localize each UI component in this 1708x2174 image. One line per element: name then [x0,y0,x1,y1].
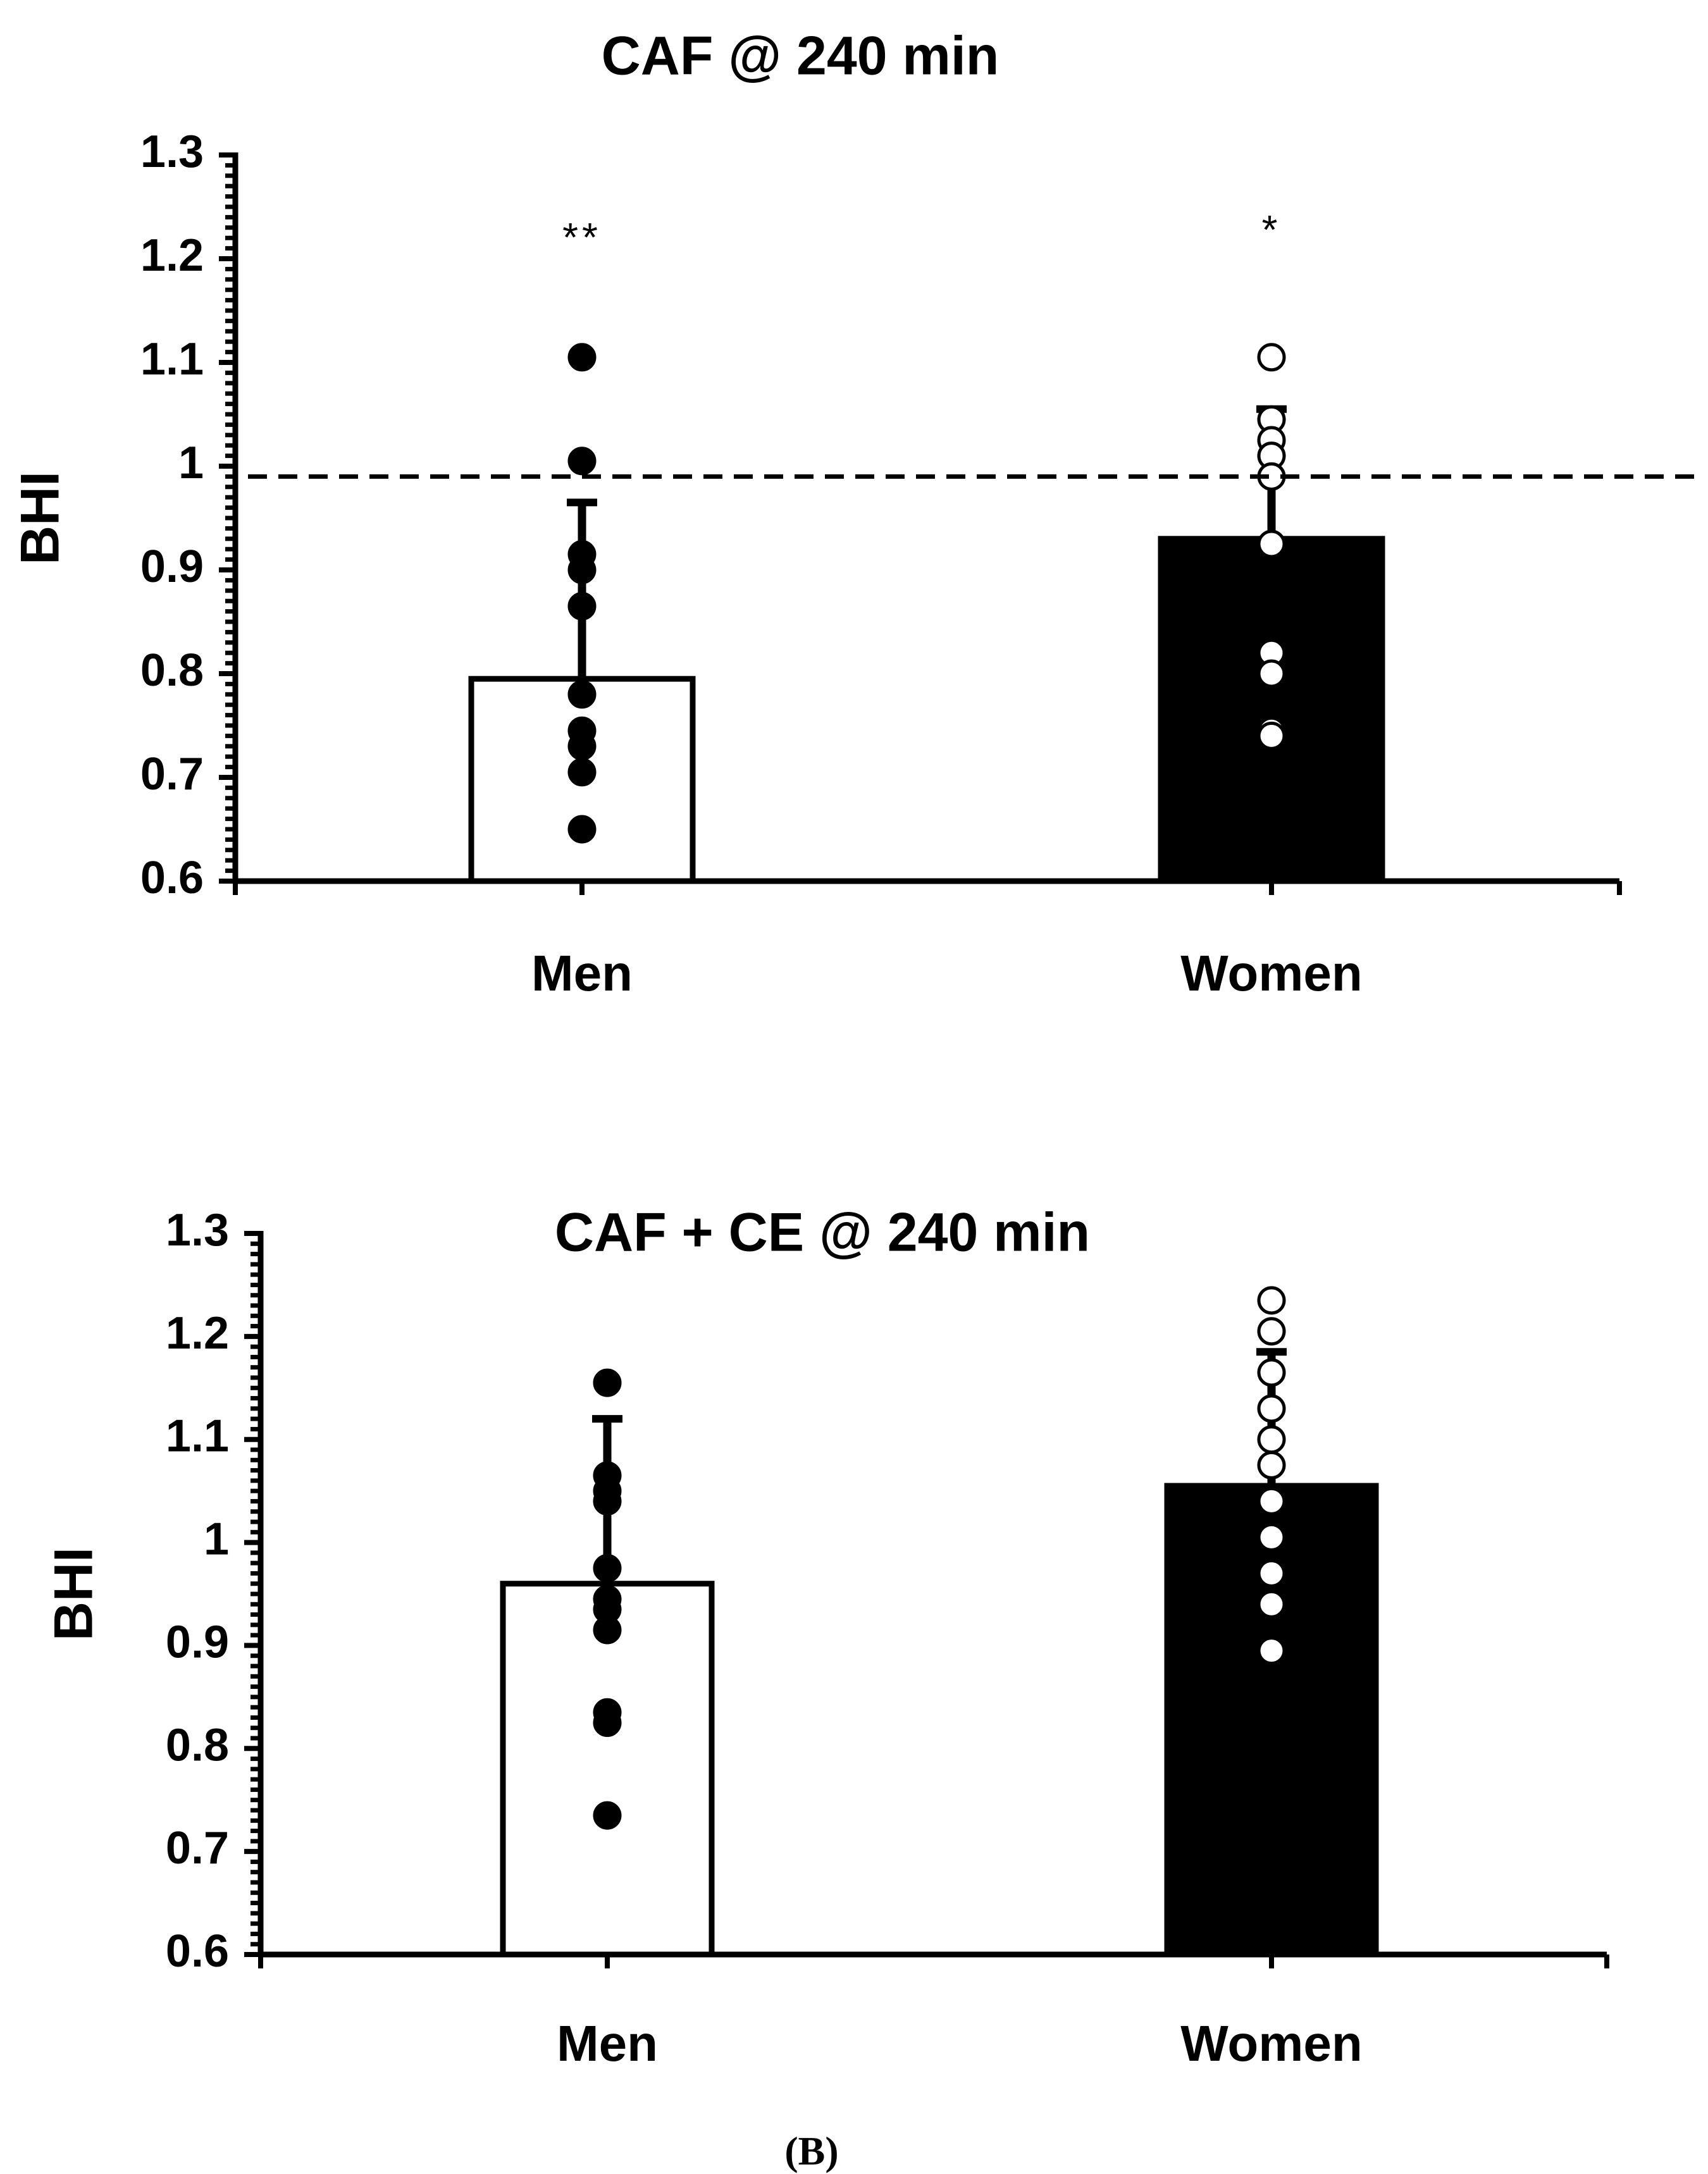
data-point-men [593,1801,622,1830]
significance-marker: * [1262,207,1282,252]
data-point-men [593,1486,622,1516]
data-point-men [593,1615,622,1645]
data-point-men [567,555,597,584]
bar-women [1158,536,1385,884]
y-tick-label: 0.9 [166,1617,229,1667]
bar-women [1164,1483,1379,1958]
data-point-men [567,447,597,476]
y-tick-label: 1.1 [166,1411,229,1462]
y-axis-title: BHI [10,471,71,565]
y-axis-title: BHI [44,1547,104,1641]
data-point-women [1257,721,1286,750]
chart-title: CAF @ 240 min [602,26,999,87]
data-point-women [1257,529,1286,559]
data-point-men [593,1368,622,1397]
chart-caf-240: CAF @ 240 min BHI 0.6 0.7 0.8 0.9 1 1.1 1.2 1.3 Me… [10,26,1702,1001]
y-tick-label: 1.3 [166,1205,229,1256]
y-tick-label: 0.8 [166,1720,229,1770]
y-tick-label: 0.7 [140,749,204,800]
data-point-women [1257,1486,1286,1516]
y-tick-label: 0.6 [140,853,204,903]
x-category-label: Women [1180,2015,1362,2072]
data-point-women [1257,1522,1286,1552]
chart-caf-ce-240: CAF + CE @ 240 min BHI 0.6 0.7 0.8 0.9 1 1.1 1.2… [44,1202,1609,2072]
y-tick-label: 1.3 [140,127,204,177]
y-tick-label: 1.2 [140,230,204,281]
data-point-men [567,680,597,709]
data-point-women [1257,1590,1286,1619]
y-tick-label: 0.8 [140,645,204,696]
data-point-men [593,1553,622,1583]
y-tick-label: 1.1 [140,334,204,385]
data-point-women [1257,343,1286,372]
data-point-men [567,758,597,787]
y-tick-label: 0.7 [166,1823,229,1874]
data-point-men [567,591,597,621]
y-tick-label: 0.6 [166,1926,229,1977]
data-point-men [593,1708,622,1738]
x-category-label: Men [557,2015,658,2072]
y-tick-label: 1 [204,1514,229,1565]
y-tick-label: 1 [178,438,204,488]
data-point-women [1257,1559,1286,1588]
data-point-women [1257,1450,1286,1479]
data-point-women [1257,1636,1286,1665]
data-point-women [1257,659,1286,688]
data-point-women [1257,1358,1286,1387]
data-point-women [1257,1394,1286,1423]
data-point-women [1257,1286,1286,1315]
data-point-women [1257,1317,1286,1346]
y-tick-label: 1.2 [166,1308,229,1359]
data-point-men [567,732,597,761]
x-category-label: Women [1180,945,1362,1001]
data-point-women [1257,1425,1286,1454]
data-point-men [567,343,597,372]
panel-label: (B) [784,2128,838,2173]
chart-title: CAF + CE @ 240 min [555,1202,1090,1263]
significance-marker: ** [562,214,602,260]
bar-men [500,1581,715,1958]
y-tick-label: 0.9 [140,541,204,592]
data-point-men [567,815,597,844]
x-category-label: Men [531,945,633,1001]
